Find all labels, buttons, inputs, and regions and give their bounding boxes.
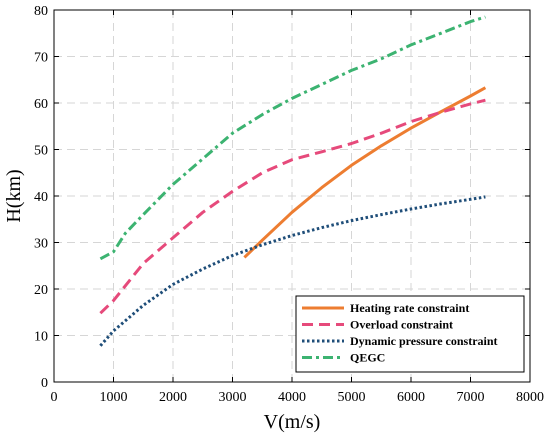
y-tick-label: 20 (34, 283, 48, 298)
x-tick-label: 8000 (516, 390, 544, 405)
x-tick-label: 1000 (100, 390, 128, 405)
x-tick-label: 0 (51, 390, 58, 405)
y-tick-label: 30 (34, 237, 48, 252)
x-tick-label: 4000 (278, 390, 306, 405)
legend: Heating rate constraint Overload constrai… (295, 295, 525, 373)
x-tick-label: 3000 (219, 390, 247, 405)
y-tick-label: 0 (41, 376, 48, 391)
x-tick-label: 5000 (338, 390, 366, 405)
axis-ticks: 0 1000 2000 3000 4000 5000 6000 7000 8000 0 10 20 30… (34, 4, 544, 405)
y-axis-title: H(km) (3, 169, 25, 222)
y-tick-label: 10 (34, 330, 48, 345)
y-tick-label: 50 (34, 144, 48, 159)
y-tick-label: 40 (34, 190, 48, 205)
x-axis-title: V(m/s) (264, 411, 321, 433)
series-line-2 (99, 195, 486, 347)
x-tick-label: 6000 (397, 390, 425, 405)
series-line-3 (99, 15, 486, 261)
x-tick-label: 2000 (159, 390, 187, 405)
series-layer (99, 15, 487, 347)
legend-label: Overload constraint (350, 318, 453, 332)
legend-label: Dynamic pressure constraint (350, 334, 498, 348)
legend-label: Heating rate constraint (350, 301, 469, 315)
x-tick-label: 7000 (457, 390, 485, 405)
grid (54, 10, 530, 382)
series-line-0 (243, 86, 487, 259)
y-tick-label: 70 (34, 51, 48, 66)
y-tick-label: 60 (34, 97, 48, 112)
series-line-1 (99, 98, 486, 315)
legend-label: QEGC (350, 351, 385, 365)
y-tick-label: 80 (34, 4, 48, 19)
